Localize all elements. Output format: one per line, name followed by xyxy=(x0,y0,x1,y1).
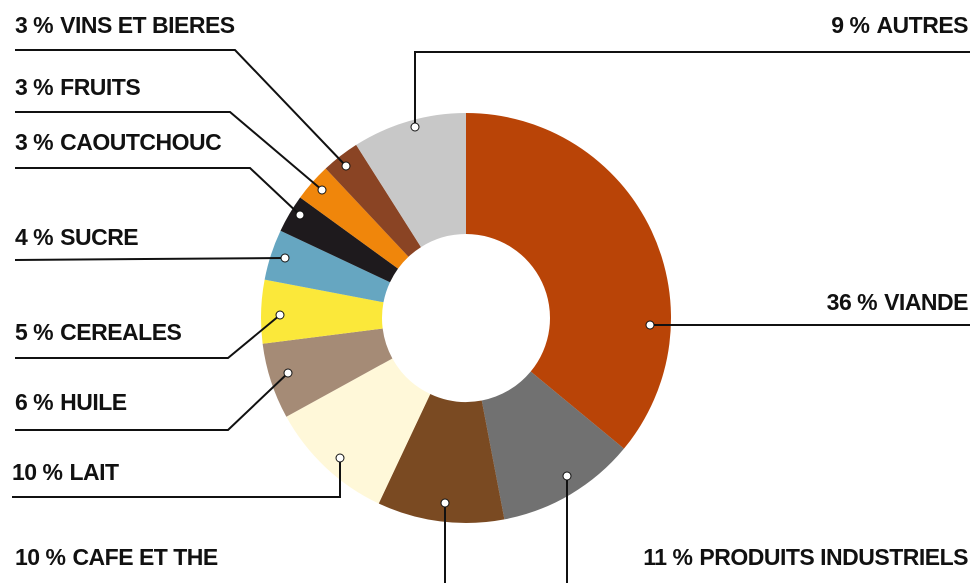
category-label: LAIT xyxy=(69,459,119,485)
category-label: FRUITS xyxy=(60,74,140,100)
slice-label: 3 % CAOUTCHOUC xyxy=(15,129,221,155)
slice-label: 3 % FRUITS xyxy=(15,74,140,100)
leader-dot xyxy=(295,210,305,220)
category-label: CEREALES xyxy=(60,319,181,345)
leader-dot xyxy=(280,253,290,263)
leader-dot xyxy=(410,122,420,132)
category-label: SUCRE xyxy=(60,224,138,250)
slice-label: 6 % HUILE xyxy=(15,389,127,415)
value-label: 10 % xyxy=(12,459,62,485)
slice xyxy=(325,144,421,257)
leader-line xyxy=(15,314,281,359)
slice-label: 5 % CEREALES xyxy=(15,319,182,345)
leader-dot xyxy=(275,310,285,320)
leader-dot xyxy=(341,161,351,171)
leader-dot xyxy=(335,453,345,463)
value-label: 11 % xyxy=(643,544,692,570)
category-label: AUTRES xyxy=(876,12,968,38)
slice-label: 10 % LAIT xyxy=(12,459,119,485)
slice xyxy=(264,230,390,303)
value-label: 36 % xyxy=(827,289,877,315)
slice xyxy=(261,279,384,344)
value-label: 3 % xyxy=(15,12,53,38)
leader-dot xyxy=(317,185,327,195)
leader-dot xyxy=(562,471,572,481)
slice xyxy=(356,113,466,248)
category-label: VIANDE xyxy=(884,289,968,315)
slice-label: 9 % AUTRES xyxy=(831,12,968,38)
category-label: PRODUITS INDUSTRIELS xyxy=(699,544,968,570)
slice xyxy=(262,328,393,417)
slice-label: 11 % PRODUITS INDUSTRIELS xyxy=(643,544,968,570)
slice xyxy=(286,358,431,504)
leader-line xyxy=(15,167,301,216)
value-label: 5 % xyxy=(15,319,53,345)
leader-line xyxy=(414,51,970,127)
value-label: 3 % xyxy=(15,129,53,155)
slice xyxy=(466,113,671,449)
leader-dot xyxy=(440,498,450,508)
slice-label: 4 % SUCRE xyxy=(15,224,138,250)
slice xyxy=(280,197,399,283)
leader-dot xyxy=(283,368,293,378)
value-label: 4 % xyxy=(15,224,53,250)
slice xyxy=(481,371,624,520)
leader-line xyxy=(15,372,289,431)
category-label: VINS ET BIERES xyxy=(60,12,235,38)
leader-line xyxy=(14,257,286,261)
slice-label: 3 % VINS ET BIERES xyxy=(15,12,235,38)
category-label: CAOUTCHOUC xyxy=(60,129,221,155)
slice-label: 10 % CAFE ET THE xyxy=(15,544,218,570)
value-label: 6 % xyxy=(15,389,53,415)
value-label: 10 % xyxy=(15,544,65,570)
category-label: HUILE xyxy=(60,389,127,415)
category-label: CAFE ET THE xyxy=(72,544,217,570)
slice-label: 36 % VIANDE xyxy=(827,289,968,315)
leader-dot xyxy=(645,320,655,330)
leader-line xyxy=(15,49,347,167)
leader-line xyxy=(12,458,341,498)
value-label: 9 % xyxy=(831,12,869,38)
slice xyxy=(300,168,409,269)
leader-line xyxy=(15,111,323,191)
slice xyxy=(378,394,505,523)
value-label: 3 % xyxy=(15,74,53,100)
